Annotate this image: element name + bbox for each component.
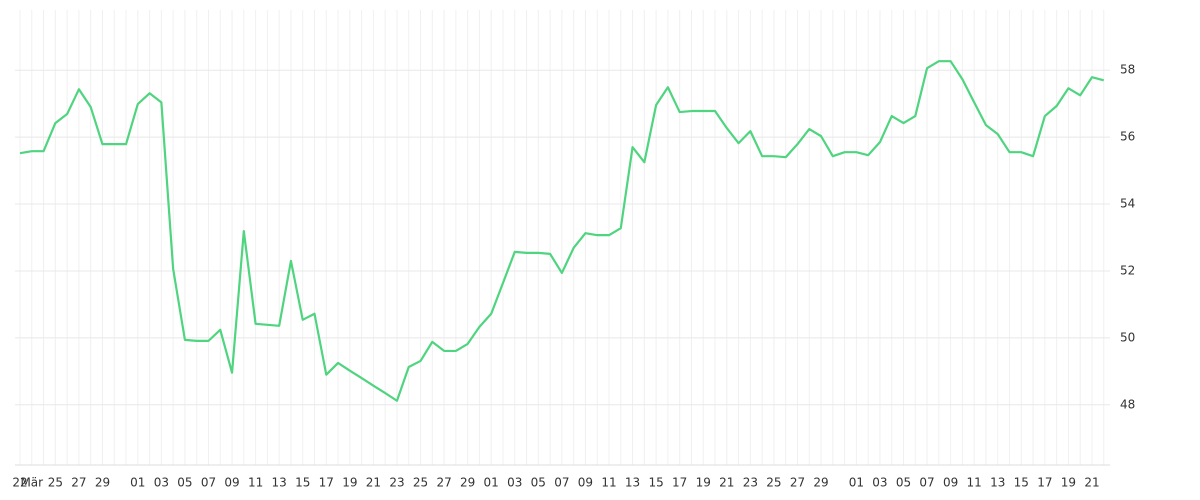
x-tick-label: 05 — [531, 476, 546, 490]
x-tick-label: 25 — [413, 476, 428, 490]
x-tick-label: 11 — [601, 476, 616, 490]
x-tick-label: 13 — [990, 476, 1005, 490]
y-tick-label: 50 — [1120, 330, 1135, 344]
x-tick-label: 03 — [507, 476, 522, 490]
x-tick-label: 01 — [849, 476, 864, 490]
x-tick-label: 17 — [319, 476, 334, 490]
x-tick-label: 27 — [790, 476, 805, 490]
x-tick-label: 05 — [177, 476, 192, 490]
x-tick-label: 15 — [295, 476, 310, 490]
x-tick-label: 07 — [201, 476, 216, 490]
x-tick-label: 05 — [896, 476, 911, 490]
price-line — [19, 60, 1105, 402]
x-tick-label: 29 — [460, 476, 475, 490]
x-tick-label: 09 — [578, 476, 593, 490]
x-tick-label: 13 — [272, 476, 287, 490]
x-tick-label: 15 — [1014, 476, 1029, 490]
x-tick-label: 01 — [484, 476, 499, 490]
x-tick-label: 09 — [224, 476, 239, 490]
x-tick-label: 03 — [872, 476, 887, 490]
x-tick-label: 17 — [672, 476, 687, 490]
y-tick-label: 56 — [1120, 130, 1135, 144]
x-tick-label: 27 — [71, 476, 86, 490]
x-tick-label: 29 — [813, 476, 828, 490]
x-tick-label: 21 — [366, 476, 381, 490]
x-tick-label: 23 — [743, 476, 758, 490]
x-tick-label: 27 — [436, 476, 451, 490]
x-tick-label: 07 — [554, 476, 569, 490]
x-tick-label: 07 — [919, 476, 934, 490]
x-tick-label: 09 — [943, 476, 958, 490]
x-tick-label: 25 — [48, 476, 63, 490]
x-tick-label: 11 — [248, 476, 263, 490]
x-tick-label: 19 — [342, 476, 357, 490]
x-tick-label: Mär — [20, 476, 43, 490]
y-tick-label: 52 — [1120, 263, 1135, 277]
x-tick-label: 23 — [389, 476, 404, 490]
y-tick-label: 54 — [1120, 197, 1135, 211]
y-tick-label: 48 — [1120, 397, 1135, 411]
x-tick-label: 11 — [967, 476, 982, 490]
x-tick-label: 19 — [696, 476, 711, 490]
x-tick-label: 21 — [719, 476, 734, 490]
x-tick-label: 25 — [766, 476, 781, 490]
x-tick-label: 03 — [154, 476, 169, 490]
x-tick-label: 01 — [130, 476, 145, 490]
x-tick-label: 22 — [12, 476, 27, 490]
x-tick-label: 21 — [1084, 476, 1099, 490]
x-tick-label: 29 — [95, 476, 110, 490]
x-tick-label: 13 — [625, 476, 640, 490]
x-tick-label: 15 — [648, 476, 663, 490]
y-tick-label: 58 — [1120, 63, 1135, 77]
x-tick-label: 19 — [1061, 476, 1076, 490]
x-tick-label: 17 — [1037, 476, 1052, 490]
